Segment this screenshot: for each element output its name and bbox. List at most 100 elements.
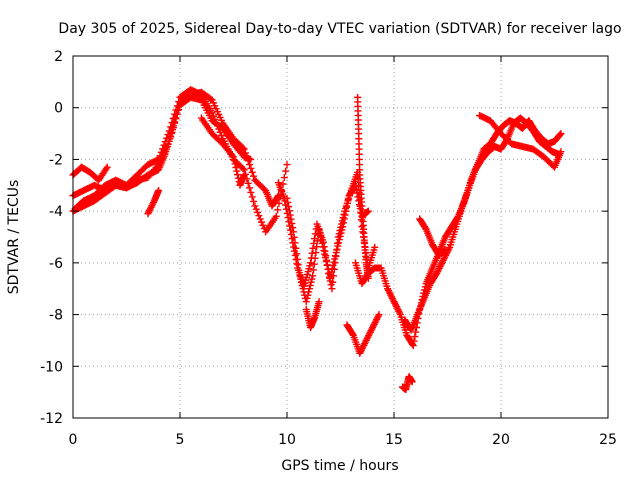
data-point xyxy=(172,115,180,123)
data-point xyxy=(155,186,163,194)
data-point xyxy=(394,306,402,314)
data-point xyxy=(147,203,155,211)
data-point xyxy=(371,319,379,327)
data-point xyxy=(102,165,110,173)
data-point xyxy=(439,256,447,264)
data-point xyxy=(437,261,445,269)
data-point xyxy=(353,189,361,197)
data-point xyxy=(103,163,111,171)
data-point xyxy=(358,345,366,353)
data-point xyxy=(286,222,294,230)
data-point xyxy=(283,209,291,217)
data-point xyxy=(247,188,255,196)
data-point xyxy=(315,298,323,306)
data-point xyxy=(286,226,294,234)
x-tick-label: 25 xyxy=(599,432,617,448)
series-s8 xyxy=(274,179,372,290)
data-point xyxy=(435,264,443,272)
series-s5 xyxy=(144,186,163,218)
data-point xyxy=(310,260,318,268)
data-point xyxy=(250,197,258,205)
data-point xyxy=(333,245,341,253)
data-point xyxy=(372,317,380,325)
data-point xyxy=(328,265,336,273)
x-tick-label: 10 xyxy=(278,432,296,448)
data-points xyxy=(69,86,565,394)
data-point xyxy=(247,164,255,172)
data-point xyxy=(244,179,252,187)
data-point xyxy=(239,164,247,172)
data-point xyxy=(388,293,396,301)
data-point xyxy=(307,278,315,286)
data-point xyxy=(274,206,282,214)
data-point xyxy=(255,212,263,220)
data-point xyxy=(337,229,345,237)
data-point xyxy=(305,285,313,293)
data-point xyxy=(364,333,372,341)
data-point xyxy=(396,309,404,317)
data-point xyxy=(339,219,347,227)
axis-ticks: 0 5 10 15 20 25 -12 -10 -8 -6 -4 -2 0 2 xyxy=(40,49,617,448)
series-s10 xyxy=(354,93,372,282)
data-point xyxy=(330,258,338,266)
data-point xyxy=(173,110,181,118)
data-point xyxy=(234,171,242,179)
data-point xyxy=(375,311,383,319)
series-s11 xyxy=(343,311,383,357)
data-point xyxy=(338,226,346,234)
data-point xyxy=(323,256,331,264)
data-point xyxy=(292,256,300,264)
data-point xyxy=(352,185,360,193)
data-point xyxy=(385,288,393,296)
data-point xyxy=(259,221,267,229)
data-point xyxy=(436,263,444,271)
data-point xyxy=(307,259,315,267)
data-point xyxy=(175,106,183,114)
y-tick-label: -4 xyxy=(49,204,63,220)
data-point xyxy=(356,349,364,357)
data-point xyxy=(557,148,565,156)
data-point xyxy=(228,151,236,159)
data-point xyxy=(335,239,343,247)
data-point xyxy=(290,247,298,255)
data-point xyxy=(434,268,442,276)
data-point xyxy=(412,328,420,336)
data-point xyxy=(272,212,280,220)
data-point xyxy=(246,184,254,192)
data-point xyxy=(393,304,401,312)
x-tick-label: 0 xyxy=(69,432,78,448)
data-point xyxy=(327,271,335,279)
data-point xyxy=(288,235,296,243)
data-point xyxy=(360,341,368,349)
data-point xyxy=(365,332,373,340)
data-point xyxy=(384,286,392,294)
data-point xyxy=(445,245,453,253)
data-point xyxy=(144,210,152,218)
data-point xyxy=(284,214,292,222)
data-point xyxy=(329,278,337,286)
data-point xyxy=(168,128,176,136)
y-tick-label: -2 xyxy=(49,152,63,168)
data-point xyxy=(321,247,329,255)
data-point xyxy=(361,340,369,348)
data-point xyxy=(329,261,337,269)
data-point xyxy=(320,243,328,251)
data-point xyxy=(303,294,311,302)
y-tick-label: 0 xyxy=(54,101,63,117)
data-point xyxy=(371,243,379,251)
data-point xyxy=(309,272,317,280)
data-point xyxy=(392,301,400,309)
data-point xyxy=(290,243,298,251)
data-point xyxy=(306,281,314,289)
data-point xyxy=(326,274,334,282)
plot-border xyxy=(72,55,609,419)
data-point xyxy=(351,181,359,189)
series-s3 xyxy=(69,93,255,215)
data-point xyxy=(310,239,318,247)
data-point xyxy=(149,200,157,208)
data-point xyxy=(392,302,400,310)
data-point xyxy=(411,333,419,341)
data-point xyxy=(369,322,377,330)
data-point xyxy=(410,337,418,345)
